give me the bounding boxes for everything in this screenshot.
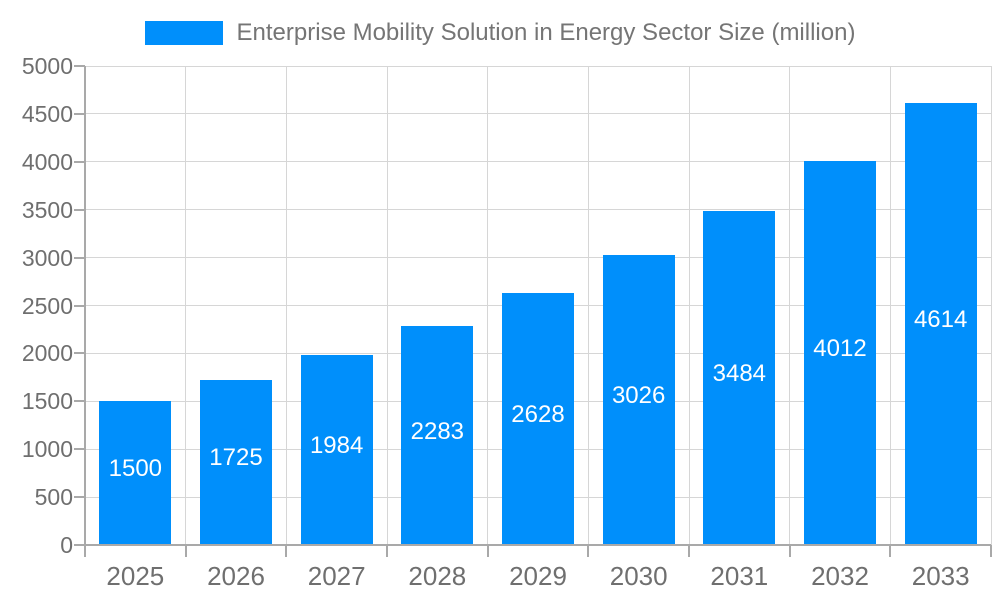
y-axis-tick <box>74 160 85 163</box>
gridline-vertical <box>185 66 187 545</box>
bar-2031[interactable]: 3484 <box>703 211 776 545</box>
bar-value-label: 4614 <box>913 306 968 333</box>
y-axis-tick <box>74 304 85 307</box>
bar-2029[interactable]: 2628 <box>502 293 574 545</box>
gridline-vertical <box>386 66 388 545</box>
chart-title: Enterprise Mobility Solution in Energy S… <box>236 19 856 46</box>
gridline-horizontal <box>85 161 991 163</box>
legend: Enterprise Mobility Solution in Energy S… <box>0 21 1000 45</box>
gridline-vertical <box>688 66 690 545</box>
bar-value-label: 3484 <box>712 360 767 388</box>
y-tick-label: 3500 <box>21 196 73 223</box>
bar-2026[interactable]: 1725 <box>200 379 272 545</box>
x-axis-tick <box>587 545 590 557</box>
y-tick-label: 3000 <box>21 244 73 271</box>
bar-2025[interactable]: 1500 <box>99 401 172 545</box>
bar-value-label: 1500 <box>108 455 163 483</box>
y-axis-tick <box>74 112 85 115</box>
y-tick-label: 2500 <box>21 292 73 319</box>
gridline-vertical <box>487 66 489 545</box>
gridline-horizontal <box>85 209 991 211</box>
y-axis-tick <box>74 400 85 403</box>
y-tick-label: 2000 <box>21 340 73 367</box>
x-tick-label: 2026 <box>207 561 265 591</box>
legend-item[interactable]: Enterprise Mobility Solution in Energy S… <box>144 19 856 46</box>
x-tick-label: 2028 <box>408 561 467 591</box>
bar-value-label: 2283 <box>410 417 465 445</box>
y-tick-label: 500 <box>34 484 73 511</box>
x-tick-label: 2031 <box>710 561 769 591</box>
gridline-horizontal <box>85 113 991 115</box>
x-axis-tick <box>990 545 992 557</box>
gridline-horizontal <box>85 257 991 259</box>
x-axis-tick <box>486 545 489 557</box>
x-tick-label: 2029 <box>509 561 567 591</box>
plot-area: 1500 1725 1984 2283 2628 3026 3484 4012 4614 <box>74 65 992 557</box>
gridline-horizontal <box>85 65 991 67</box>
x-tick-label: 2027 <box>307 561 366 591</box>
gridline-vertical <box>285 66 287 545</box>
x-axis-tick <box>84 545 86 557</box>
y-axis-tick <box>74 65 85 67</box>
x-tick-label: 2032 <box>811 561 869 591</box>
x-axis-tick <box>889 545 892 557</box>
bar-value-label: 4012 <box>813 334 867 362</box>
y-axis-tick <box>74 496 85 499</box>
bar-2028[interactable]: 2283 <box>401 326 474 545</box>
bar-value-label: 3026 <box>611 382 666 410</box>
y-axis-line <box>84 66 86 545</box>
x-axis-tick <box>184 545 187 557</box>
x-tick-label: 2025 <box>106 561 165 591</box>
y-tick-label: 1000 <box>21 436 73 463</box>
y-tick-label: 4500 <box>21 100 73 127</box>
bar-2033[interactable]: 4614 <box>904 102 977 545</box>
bar-value-label: 1725 <box>209 444 263 472</box>
bar-2030[interactable]: 3026 <box>602 255 675 545</box>
gridline-vertical <box>789 66 791 545</box>
x-axis-tick <box>285 545 288 557</box>
x-axis: 2025 2026 2027 2028 2029 2030 2031 2032 2033 <box>0 559 1000 595</box>
y-tick-label: 4000 <box>21 148 73 175</box>
y-axis-tick <box>74 256 85 259</box>
bar-2032[interactable]: 4012 <box>804 160 876 545</box>
y-axis-tick <box>74 208 85 211</box>
gridline-vertical <box>889 66 891 545</box>
y-axis-tick <box>74 352 85 355</box>
bar-2027[interactable]: 1984 <box>300 354 373 545</box>
gridline-vertical <box>587 66 589 545</box>
legend-swatch-icon <box>144 21 223 45</box>
gridline-vertical <box>990 66 992 545</box>
x-axis-line <box>74 544 991 546</box>
bar-value-label: 1984 <box>309 431 364 459</box>
x-axis-tick <box>688 545 690 557</box>
x-axis-tick <box>788 545 791 557</box>
x-tick-label: 2030 <box>609 561 668 591</box>
x-axis-tick <box>386 545 388 557</box>
y-axis: 0 500 1000 1500 2000 2500 3000 3500 4000 4500 5000 <box>0 0 73 600</box>
y-tick-label: 5000 <box>21 53 73 79</box>
y-tick-label: 0 <box>60 532 73 558</box>
y-axis-tick <box>74 448 85 451</box>
y-tick-label: 1500 <box>21 388 73 415</box>
x-tick-label: 2033 <box>911 561 970 591</box>
bar-value-label: 2628 <box>511 401 565 429</box>
